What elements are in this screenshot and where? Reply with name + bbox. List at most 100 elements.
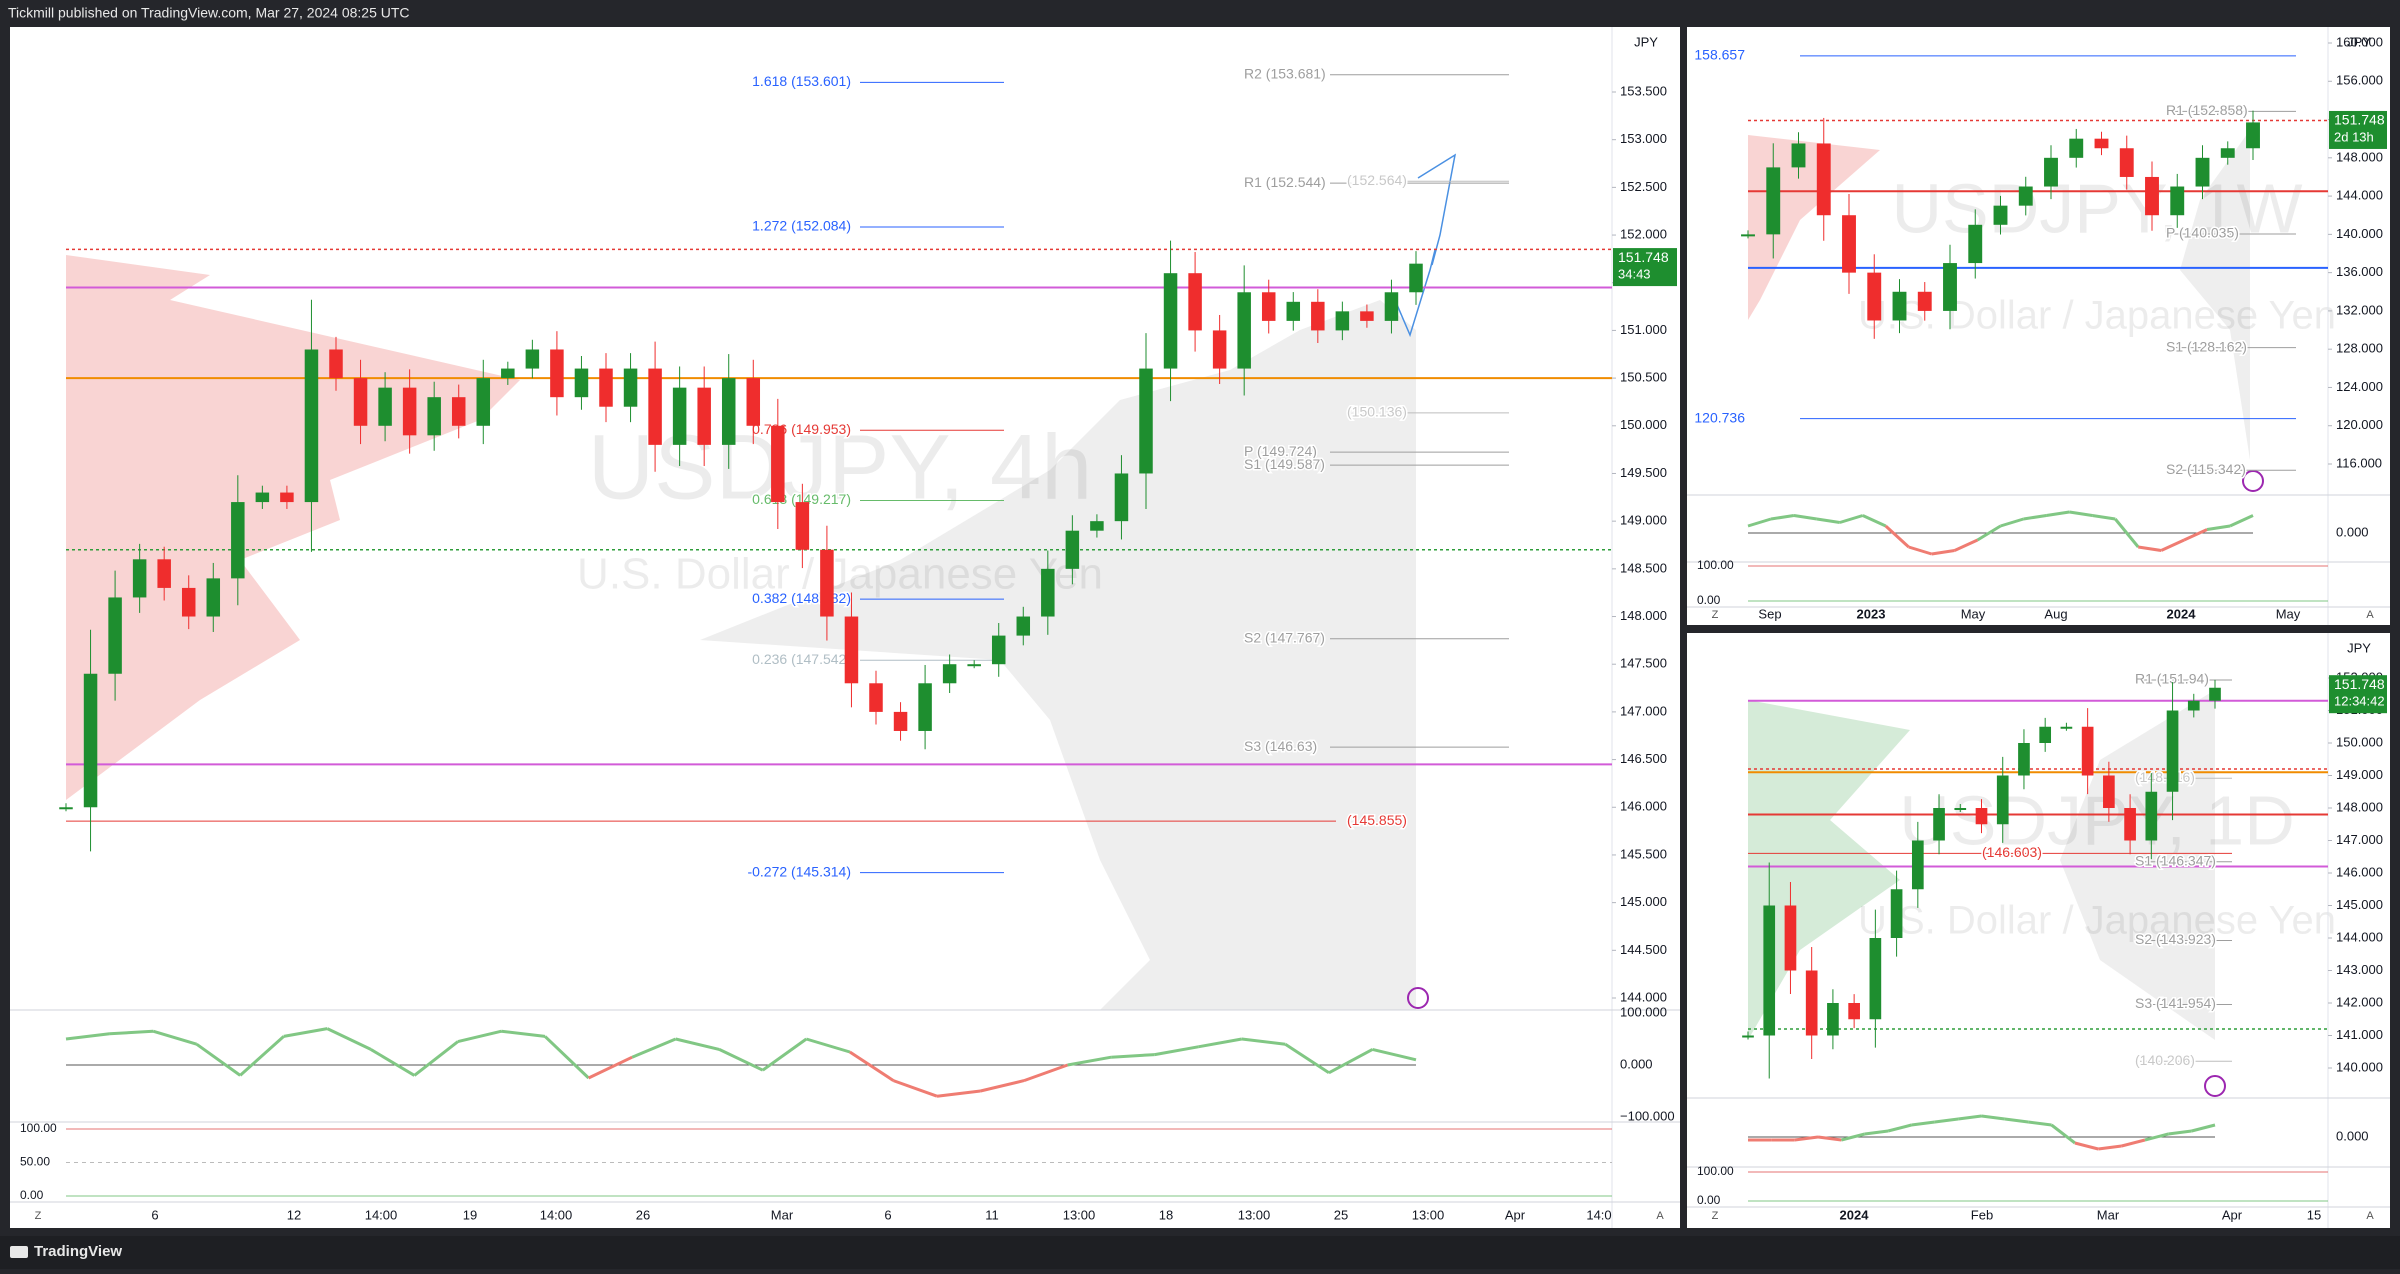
candle-body bbox=[2069, 138, 2084, 158]
currency-label: JPY bbox=[1634, 34, 1658, 49]
price-tick-label: 153.500 bbox=[1620, 83, 1667, 98]
candle-body bbox=[1943, 263, 1957, 311]
momentum-segment bbox=[1817, 1135, 1842, 1142]
momentum-segment bbox=[980, 1079, 1025, 1093]
price-tick-label: 153.000 bbox=[1620, 131, 1667, 146]
momentum-segment bbox=[152, 1029, 198, 1046]
time-label: 2024 bbox=[1840, 1207, 1870, 1222]
candle-body bbox=[108, 597, 122, 674]
candle-body bbox=[1742, 1035, 1754, 1038]
panel-weekly bbox=[1687, 27, 2390, 625]
time-label: Apr bbox=[1505, 1207, 1526, 1222]
time-label: May bbox=[1961, 606, 1986, 621]
momentum-segment bbox=[2206, 524, 2231, 531]
momentum-segment bbox=[109, 1029, 154, 1036]
zoom-button[interactable]: Z bbox=[35, 1210, 42, 1222]
candle-body bbox=[648, 368, 662, 445]
momentum-segment bbox=[326, 1027, 372, 1051]
price-tick-label: 128.000 bbox=[2336, 341, 2383, 356]
candle-body bbox=[967, 664, 981, 667]
candle-body bbox=[1311, 301, 1325, 331]
annotation-label: (150.136) bbox=[1347, 404, 1407, 420]
stoch-tick-label: 100.00 bbox=[1697, 1164, 1734, 1178]
candle-body bbox=[2103, 775, 2115, 808]
price-tick-label: 144.500 bbox=[1620, 942, 1667, 957]
time-label: 13:00 bbox=[1238, 1207, 1271, 1222]
candle-body bbox=[157, 559, 171, 588]
candle-body bbox=[820, 549, 834, 617]
auto-button[interactable]: A bbox=[2366, 1210, 2374, 1222]
candle-body bbox=[1968, 224, 1983, 264]
annotation-label: (148.916) bbox=[2135, 769, 2195, 785]
momentum-segment bbox=[936, 1089, 981, 1098]
price-tick-label: 148.000 bbox=[2336, 149, 2383, 164]
candle-body bbox=[1848, 1003, 1860, 1020]
annotation-label: (140.206) bbox=[2135, 1052, 2195, 1068]
candle-body bbox=[1041, 568, 1055, 617]
alert-icon[interactable] bbox=[1407, 987, 1429, 1009]
momentum-segment bbox=[1839, 514, 1864, 524]
time-label: Aug bbox=[2044, 606, 2067, 621]
auto-button[interactable]: A bbox=[2366, 609, 2374, 621]
candle-body bbox=[1384, 292, 1399, 321]
candle-body bbox=[771, 425, 785, 503]
candle-body bbox=[1261, 292, 1276, 321]
momentum-segment bbox=[2004, 1117, 2029, 1124]
price-tick-label: 148.000 bbox=[1620, 608, 1667, 623]
candle-body bbox=[132, 559, 147, 598]
price-tick-label: 132.000 bbox=[2336, 302, 2383, 317]
countdown: 34:43 bbox=[1618, 267, 1651, 282]
alert-icon[interactable] bbox=[2242, 470, 2264, 492]
time-label: 11 bbox=[985, 1207, 999, 1222]
annotation-label: 1.272 (152.084) bbox=[752, 218, 851, 234]
momentum-segment bbox=[1841, 1132, 1866, 1142]
annotation-label: R1 (152.544) bbox=[1244, 174, 1326, 190]
candle-body bbox=[2060, 726, 2073, 729]
watermark-symbol: USDJPY, 1W bbox=[1891, 169, 2302, 247]
osc-tick-label: 100.000 bbox=[1620, 1004, 1667, 1019]
price-tick-label: 146.000 bbox=[2336, 864, 2383, 879]
last-price: 151.748 bbox=[1618, 249, 1669, 265]
time-label: 18 bbox=[1159, 1207, 1173, 1222]
annotation-label: P (149.724) bbox=[1244, 443, 1317, 459]
candle-body bbox=[1954, 808, 1967, 810]
time-label: 13:00 bbox=[1063, 1207, 1096, 1222]
price-tick-label: 149.000 bbox=[2336, 767, 2383, 782]
auto-button[interactable]: A bbox=[1656, 1210, 1664, 1222]
momentum-segment bbox=[2069, 510, 2093, 517]
stoch-tick-label: 100.00 bbox=[1697, 558, 1734, 572]
momentum-segment bbox=[1770, 514, 1795, 521]
momentum-segment bbox=[1816, 517, 1841, 524]
candle-body bbox=[2246, 122, 2260, 149]
candle-body bbox=[1763, 905, 1776, 1036]
zoom-button[interactable]: Z bbox=[1712, 609, 1719, 621]
annotation-label: S2 (143.923) bbox=[2135, 931, 2216, 947]
candle-body bbox=[746, 378, 761, 426]
candle-body bbox=[83, 673, 98, 808]
momentum-segment bbox=[1957, 1114, 1982, 1121]
osc-tick-label: 0.000 bbox=[2336, 1128, 2369, 1143]
candle-body bbox=[623, 368, 638, 407]
price-tick-label: 146.000 bbox=[1620, 799, 1667, 814]
price-tick-label: 144.000 bbox=[2336, 929, 2383, 944]
price-tick-label: 116.000 bbox=[2336, 455, 2382, 470]
time-label: 19 bbox=[463, 1207, 477, 1222]
momentum-segment bbox=[2144, 1132, 2169, 1142]
annotation-label: R2 (153.681) bbox=[1244, 65, 1326, 81]
momentum-segment bbox=[631, 1037, 677, 1059]
time-label: 25 bbox=[1334, 1207, 1348, 1222]
candle-body bbox=[599, 368, 613, 407]
candle-body bbox=[942, 664, 957, 684]
price-tick-label: 124.000 bbox=[2336, 379, 2383, 394]
annotation-label: (146.603) bbox=[1982, 844, 2042, 860]
candle-body bbox=[2220, 148, 2235, 158]
currency-label: JPY bbox=[2347, 34, 2371, 49]
time-label: 14:00 bbox=[540, 1207, 573, 1222]
watermark-name: U.S. Dollar / Japanese Yen bbox=[1858, 294, 2336, 338]
alert-icon[interactable] bbox=[2204, 1075, 2226, 1097]
price-tick-label: 144.000 bbox=[2336, 188, 2383, 203]
momentum-segment bbox=[1284, 1042, 1330, 1075]
candle-body bbox=[2018, 743, 2030, 776]
candle-body bbox=[550, 349, 564, 398]
zoom-button[interactable]: Z bbox=[1712, 1210, 1719, 1222]
